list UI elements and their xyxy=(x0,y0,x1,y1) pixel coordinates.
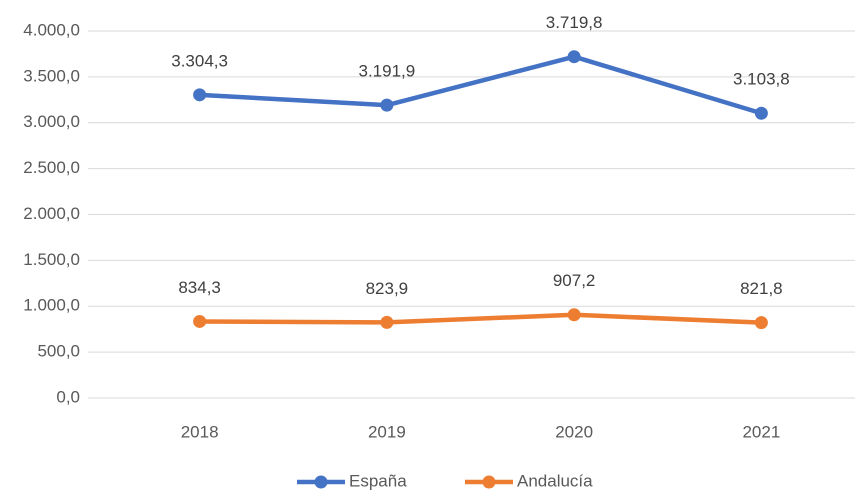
y-tick-label: 2.500,0 xyxy=(23,158,80,177)
point xyxy=(193,88,207,102)
point xyxy=(380,315,394,329)
data-label: 3.719,8 xyxy=(546,13,603,32)
y-tick-label: 3.000,0 xyxy=(23,112,80,131)
point xyxy=(754,106,768,120)
point xyxy=(380,98,394,112)
data-label: 907,2 xyxy=(553,271,596,290)
point xyxy=(567,308,581,322)
y-tick-label: 2.000,0 xyxy=(23,204,80,223)
legend-label: Andalucía xyxy=(517,471,593,490)
data-label: 823,9 xyxy=(366,279,409,298)
x-tick-label: 2019 xyxy=(368,422,406,441)
point xyxy=(193,314,207,328)
data-label: 821,8 xyxy=(740,279,783,298)
y-tick-label: 500,0 xyxy=(37,342,80,361)
data-label: 3.191,9 xyxy=(359,62,416,81)
legend-marker xyxy=(314,475,328,489)
y-tick-label: 1.000,0 xyxy=(23,296,80,315)
legend-label: España xyxy=(349,471,407,490)
y-tick-label: 1.500,0 xyxy=(23,250,80,269)
y-tick-label: 4.000,0 xyxy=(23,20,80,39)
x-tick-label: 2021 xyxy=(742,422,780,441)
series-line xyxy=(199,54,763,116)
y-tick-label: 0,0 xyxy=(56,387,80,406)
x-tick-label: 2020 xyxy=(555,422,593,441)
point xyxy=(754,316,768,330)
data-label: 834,3 xyxy=(178,278,221,297)
data-label: 3.304,3 xyxy=(171,51,228,70)
point xyxy=(567,50,581,64)
series-line xyxy=(199,312,762,325)
data-label: 3.103,8 xyxy=(733,70,790,89)
y-tick-label: 3.500,0 xyxy=(23,66,80,85)
legend-marker xyxy=(482,475,496,489)
x-tick-label: 2018 xyxy=(181,422,219,441)
